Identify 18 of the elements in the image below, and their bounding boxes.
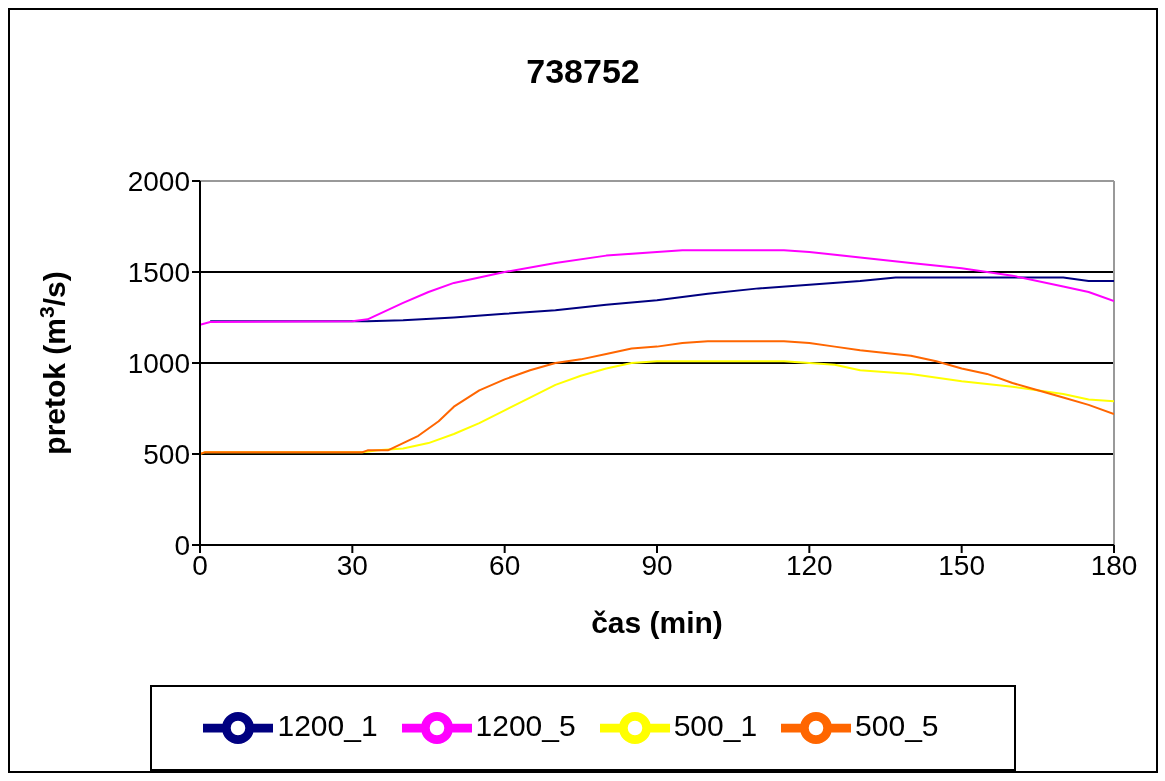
y-tick-label: 1500 [127,256,190,288]
y-tick-label: 2000 [127,165,190,197]
legend-label: 1200_5 [475,708,576,742]
legend-label: 1200_1 [277,708,378,742]
y-tick-label: 1000 [127,347,190,379]
x-axis-title: čas (min) [591,606,723,639]
x-tick-label: 60 [489,549,521,581]
legend-label: 500_1 [673,708,758,742]
y-tick-label: 500 [143,438,190,470]
x-tick-label: 30 [336,549,368,581]
legend-label: 500_5 [855,708,939,742]
y-tick-label: 0 [174,529,190,561]
line-series [209,276,1114,323]
x-tick-label: 150 [938,549,986,581]
chart-title: 738752 [525,52,641,91]
x-tick-label: 90 [641,549,673,581]
x-tick-label: 120 [785,549,833,581]
x-tick-label: 180 [1090,549,1138,581]
